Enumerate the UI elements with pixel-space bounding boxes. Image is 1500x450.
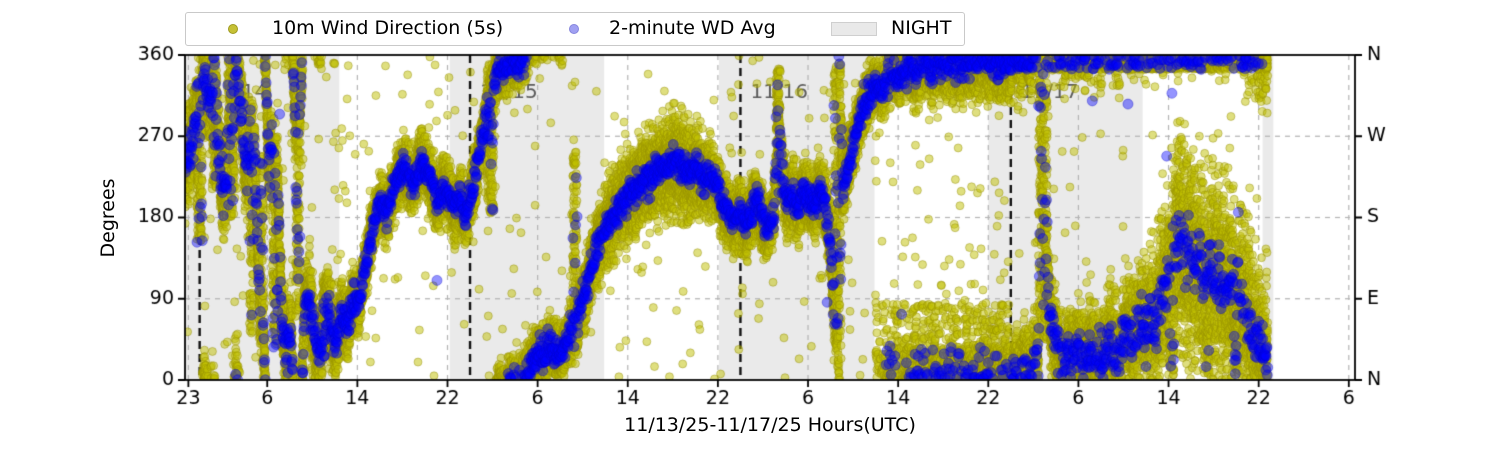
x-axis-label: 11/13/25-11/17/25 Hours(UTC) xyxy=(624,414,916,436)
legend-label-10m-wind-direction: 10m Wind Direction (5s) xyxy=(272,17,504,39)
night-shading-swatch-icon xyxy=(831,22,877,36)
legend-label-night: NIGHT xyxy=(891,17,952,39)
yellow-dot-icon xyxy=(228,24,238,34)
legend: 10m Wind Direction (5s) 2-minute WD Avg … xyxy=(185,12,965,46)
legend-label-2-minute-wd-avg: 2-minute WD Avg xyxy=(609,17,776,39)
y-axis-label: Degrees xyxy=(97,178,119,258)
blue-dot-icon xyxy=(569,24,579,34)
